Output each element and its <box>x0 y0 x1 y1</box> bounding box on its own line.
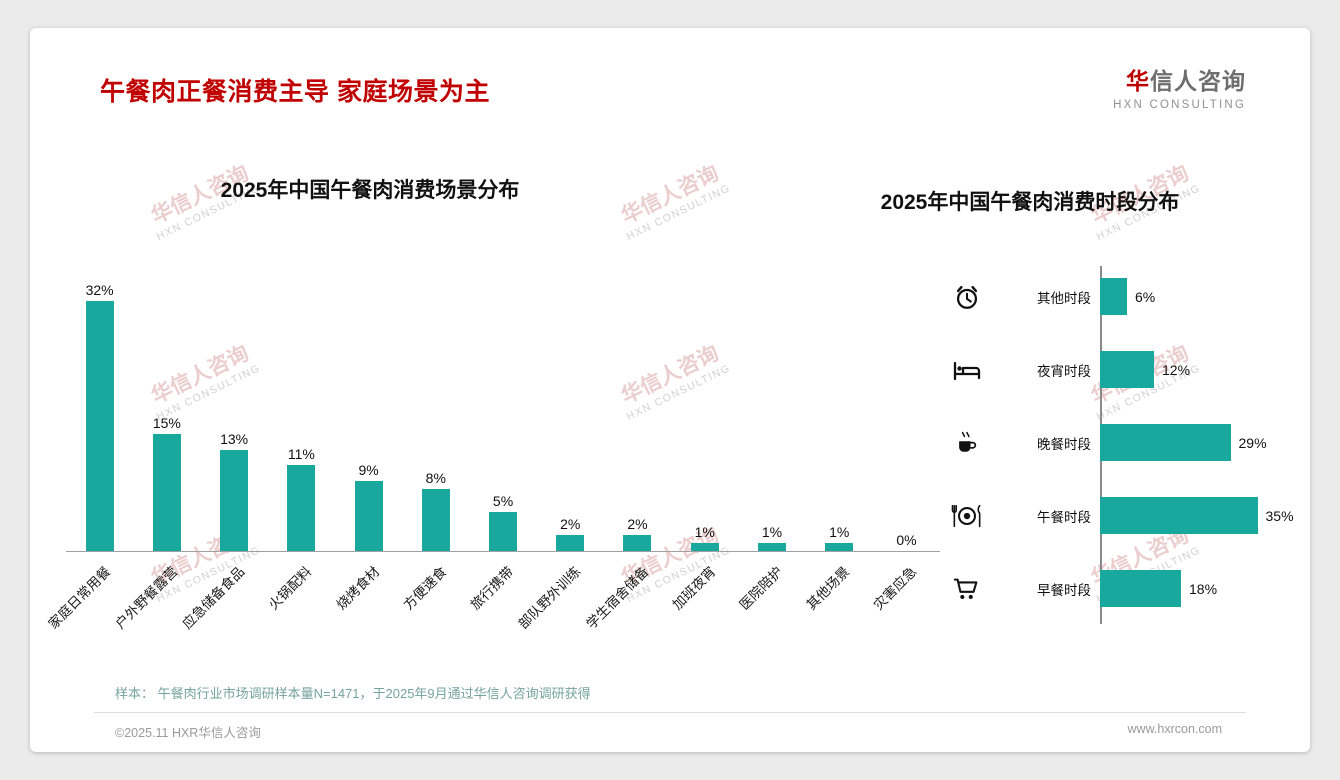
brand-logo: 华信人咨询 HXN CONSULTING <box>1113 62 1246 111</box>
scene-bar-value: 1% <box>694 524 715 541</box>
scene-bar-value: 8% <box>425 469 446 486</box>
scene-bar <box>757 543 786 551</box>
scene-category-label: 应急储备食品 <box>179 563 248 632</box>
scene-bar-value: 2% <box>627 516 648 533</box>
scene-bar-column: 8% 方便速食 <box>400 280 469 613</box>
scene-category-label: 方便速食 <box>400 563 450 613</box>
brand-logo-rest: 信人咨询 <box>1150 68 1246 94</box>
time-bar-value: 12% <box>1162 361 1191 378</box>
scene-bar <box>556 535 585 551</box>
scene-bar-column: 2% 学生宿舍储备 <box>583 280 671 632</box>
scene-category-label: 其他场景 <box>803 563 853 613</box>
time-bar <box>1100 278 1127 315</box>
scene-category-label: 部队野外训练 <box>515 563 584 632</box>
scene-bar <box>354 480 383 551</box>
scene-bar-column: 1% 其他场景 <box>804 280 873 613</box>
scene-bar-column: 5% 旅行携带 <box>468 280 536 613</box>
page-title: 午餐肉正餐消费主导 家庭场景为主 <box>100 78 490 106</box>
time-category-label: 夜宵时段 <box>1037 363 1091 379</box>
scene-category-label: 医院陪护 <box>736 563 786 613</box>
scene-bar-value: 2% <box>560 516 581 533</box>
brand-logo-red-char: 华 <box>1126 68 1150 94</box>
time-bar-value: 18% <box>1189 580 1218 597</box>
scene-bar-column: 1% 医院陪护 <box>737 280 805 613</box>
scene-bar <box>421 488 450 551</box>
scene-category-label: 学生宿舍储备 <box>583 563 651 632</box>
time-category-label: 早餐时段 <box>1037 582 1091 598</box>
time-chart-title: 2025年中国午餐肉消费时段分布 <box>880 191 1180 214</box>
scene-bar-value: 15% <box>152 415 181 431</box>
scene-bar-column: 15% 户外野餐露营 <box>112 280 200 632</box>
slide-card: 华信人咨询 HXN CONSULTING 华信人咨询 HXN CONSULTING 华信… <box>30 28 1310 752</box>
bed-icon <box>950 353 984 387</box>
scene-bar-value: 1% <box>829 524 850 541</box>
shopping-cart-icon <box>950 572 984 606</box>
dining-plate-icon <box>950 499 984 533</box>
scene-bar-value: 1% <box>761 524 783 541</box>
time-category-label: 其他时段 <box>1037 290 1091 306</box>
time-row: 午餐时段 35% <box>950 479 1310 552</box>
footer-divider <box>94 712 1246 713</box>
brand-logo-subtitle: HXN CONSULTING <box>1113 99 1246 111</box>
scene-bar-column: 1% 加班夜宵 <box>669 280 738 613</box>
time-bar-value: 6% <box>1135 288 1156 305</box>
scene-bar-value: 5% <box>492 493 514 509</box>
brand-logo-name: 华信人咨询 <box>1113 62 1246 96</box>
scene-bar-column: 11% 火锅配料 <box>266 280 335 613</box>
time-row: 夜宵时段 12% <box>950 333 1310 406</box>
scene-bar-value: 32% <box>85 282 114 299</box>
time-category-label: 晚餐时段 <box>1037 436 1091 452</box>
time-category-label: 午餐时段 <box>1037 509 1091 525</box>
scene-bar <box>287 465 316 551</box>
time-bar <box>1100 497 1258 534</box>
time-bar <box>1100 424 1231 461</box>
scene-chart-plot: 32% 家庭日常用餐 15% 户外野餐露营 13% 应急储备食品 11% 火锅配料 9% 烧烤食材… <box>45 280 940 632</box>
scene-bar <box>489 512 518 551</box>
alarm-clock-icon <box>950 280 984 314</box>
time-bar-value: 35% <box>1265 507 1294 524</box>
scene-bar-value: 11% <box>287 446 315 463</box>
scene-bar-value: 0% <box>896 532 917 548</box>
time-bar <box>1100 570 1181 607</box>
scene-bar <box>825 543 854 551</box>
time-row: 其他时段 6% <box>950 260 1310 333</box>
scene-bar <box>623 535 652 551</box>
scene-category-label: 加班夜宵 <box>669 563 719 613</box>
time-chart-rows: 其他时段 6% 夜宵时段 12% 晚餐时段 29% 午餐时段 35% 早餐时段 18% <box>950 260 1310 625</box>
scene-bar <box>152 434 181 551</box>
scene-bar-column: 2% 部队野外训练 <box>516 280 604 632</box>
scene-category-label: 旅行携带 <box>467 563 517 613</box>
time-bar <box>1100 351 1154 388</box>
scene-bar-column: 13% 应急储备食品 <box>180 280 267 632</box>
scene-bar-value: 9% <box>358 461 379 478</box>
scene-bar <box>85 301 114 551</box>
time-row: 晚餐时段 29% <box>950 406 1310 479</box>
coffee-cup-icon <box>950 426 984 460</box>
website-text: www.hxrcon.com <box>1127 722 1222 736</box>
scene-category-label: 灾害应急 <box>871 563 920 613</box>
scene-category-label: 家庭日常用餐 <box>45 563 114 632</box>
scene-bar-value: 13% <box>220 430 249 447</box>
scene-chart-title: 2025年中国午餐肉消费场景分布 <box>220 179 520 202</box>
scene-bar-column: 32% 家庭日常用餐 <box>45 280 133 631</box>
scene-bar-column: 9% 烧烤食材 <box>333 280 402 613</box>
sample-note: 样本： 午餐肉行业市场调研样本量N=1471，于2025年9月通过华信人咨询调研… <box>115 686 591 701</box>
scene-category-label: 户外野餐露营 <box>112 563 181 632</box>
scene-bar-column: 0% 灾害应急 <box>871 280 940 613</box>
scene-bar <box>220 449 249 551</box>
scene-category-label: 烧烤食材 <box>333 563 382 613</box>
time-row: 早餐时段 18% <box>950 552 1310 625</box>
scene-bar <box>690 543 719 551</box>
copyright-text: ©2025.11 HXR华信人咨询 <box>115 726 261 740</box>
time-bar-value: 29% <box>1238 434 1267 451</box>
scene-category-label: 火锅配料 <box>265 563 315 613</box>
